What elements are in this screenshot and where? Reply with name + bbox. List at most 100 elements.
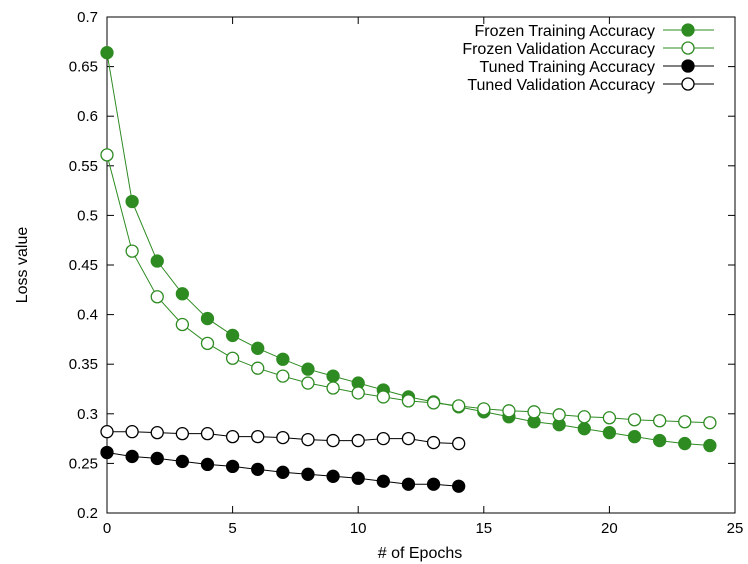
- data-point: [351, 471, 365, 485]
- x-tick-label: 15: [475, 520, 492, 537]
- data-point: [703, 438, 717, 453]
- data-point: [452, 436, 466, 451]
- data-point: [251, 429, 265, 444]
- data-point: [225, 429, 240, 444]
- legend-marker: [681, 23, 695, 37]
- y-tick-label: 0.55: [69, 158, 98, 175]
- data-point: [200, 336, 215, 351]
- series-3: [100, 445, 466, 493]
- data-point: [452, 399, 466, 413]
- data-point: [175, 287, 190, 301]
- x-tick-label: 5: [228, 520, 236, 537]
- data-point: [678, 436, 692, 451]
- legend-label: Frozen Training Accuracy: [474, 23, 655, 40]
- x-tick-label: 25: [727, 520, 744, 537]
- data-point: [125, 449, 139, 464]
- x-tick-label: 20: [601, 520, 618, 537]
- data-point: [150, 254, 164, 268]
- y-tick-label: 0.35: [69, 356, 98, 373]
- x-tick-label: 10: [350, 520, 367, 537]
- data-point: [175, 317, 190, 332]
- data-point: [401, 477, 416, 491]
- legend-label: Tuned Validation Accuracy: [467, 77, 655, 94]
- data-point: [426, 396, 441, 410]
- data-point: [150, 425, 164, 440]
- x-tick-label: 0: [103, 520, 111, 537]
- data-point: [125, 194, 139, 209]
- data-point: [577, 410, 591, 424]
- data-point: [125, 244, 139, 258]
- data-point: [100, 425, 114, 439]
- data-point: [276, 430, 290, 445]
- data-point: [477, 402, 491, 416]
- y-tick-label: 0.4: [77, 307, 98, 324]
- data-point: [326, 381, 340, 395]
- y-axis-label: Loss value: [14, 227, 31, 304]
- y-tick-label: 0.6: [77, 108, 98, 125]
- y-tick-label: 0.3: [77, 406, 98, 423]
- data-point: [602, 411, 617, 425]
- data-point: [100, 445, 114, 460]
- data-point: [100, 46, 114, 60]
- data-point: [652, 414, 667, 428]
- data-point: [251, 361, 265, 375]
- data-point: [627, 413, 642, 427]
- data-point: [175, 426, 190, 441]
- data-point: [301, 376, 315, 390]
- legend-label: Frozen Validation Accuracy: [462, 41, 655, 58]
- y-axis: 0.2 0.25 0.3 0.35 0.4 0.45 0.5 0.55 0.6 0.65 0.7: [69, 9, 735, 522]
- y-tick-label: 0.7: [77, 9, 98, 26]
- data-point: [652, 433, 667, 448]
- data-point: [678, 415, 692, 429]
- data-point: [703, 416, 717, 430]
- data-point: [251, 462, 265, 477]
- data-point: [326, 469, 340, 483]
- y-tick-label: 0.2: [77, 505, 98, 522]
- data-point: [351, 433, 365, 448]
- data-point: [376, 390, 390, 404]
- data-point: [276, 352, 290, 366]
- data-point: [175, 454, 190, 469]
- data-point: [552, 408, 566, 422]
- data-point: [376, 431, 390, 446]
- data-point: [150, 451, 164, 466]
- x-axis: 0 5 10 15 20 25: [103, 17, 744, 537]
- y-tick-label: 0.65: [69, 59, 98, 76]
- data-point: [326, 433, 340, 448]
- data-point: [502, 404, 516, 418]
- data-point: [301, 362, 315, 376]
- data-point: [401, 394, 416, 408]
- data-point: [225, 459, 240, 474]
- y-tick-label: 0.5: [77, 207, 98, 224]
- data-point: [452, 479, 466, 493]
- legend-marker: [681, 41, 695, 55]
- data-point: [225, 351, 240, 365]
- series-line: [106, 52, 710, 446]
- legend-marker: [681, 59, 695, 73]
- series-4: [100, 425, 466, 451]
- data-point: [426, 435, 441, 450]
- data-point: [276, 369, 290, 383]
- data-point: [301, 467, 315, 481]
- legend-marker: [681, 77, 695, 91]
- data-point: [200, 311, 215, 326]
- series-line: [106, 154, 710, 424]
- data-point: [150, 290, 164, 304]
- data-point: [125, 425, 139, 439]
- data-point: [200, 426, 215, 441]
- data-point: [627, 429, 642, 444]
- data-point: [276, 465, 290, 479]
- data-point: [225, 328, 240, 343]
- y-tick-label: 0.25: [69, 455, 98, 472]
- series-1: [100, 46, 717, 453]
- legend-label: Tuned Training Accuracy: [480, 59, 656, 76]
- series-2: [100, 148, 717, 430]
- y-tick-label: 0.45: [69, 257, 98, 274]
- data-point: [301, 432, 315, 447]
- data-point: [100, 148, 114, 162]
- data-point: [376, 474, 390, 488]
- data-point: [401, 431, 416, 446]
- data-point: [326, 369, 340, 383]
